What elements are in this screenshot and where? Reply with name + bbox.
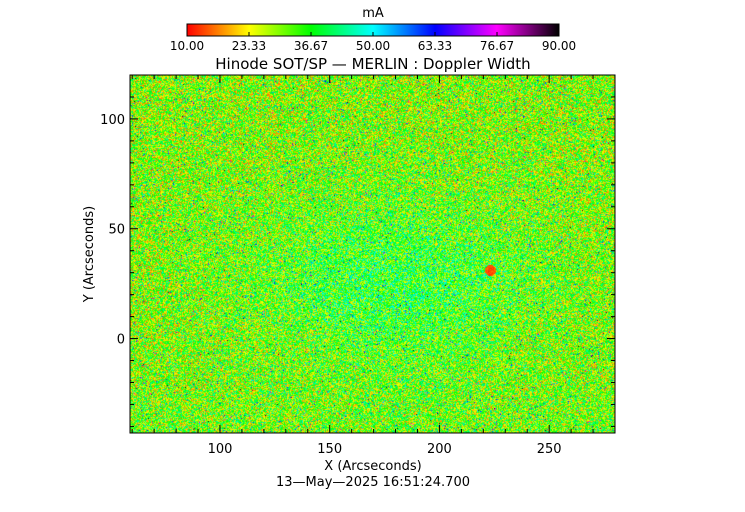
colorbar-tick-label: 76.67 [480,39,514,53]
colorbar-unit-label: mA [362,6,384,21]
y-axis: 0 50 100 [100,74,615,427]
colorbar [187,24,559,36]
heatmap-image [130,75,615,433]
x-tick-label: 100 [208,442,233,457]
y-axis-label: Y (Arcseconds) [82,206,97,303]
colorbar-gradient [187,24,559,36]
colorbar-tick-label: 63.33 [418,39,452,53]
plot-frame [129,74,616,434]
x-tick-label: 250 [537,442,562,457]
y-tick-label: 100 [100,113,125,128]
colorbar-tick-label: 90.00 [542,39,576,53]
chart-title: Hinode SOT/SP — MERLIN : Doppler Width [215,55,530,73]
colorbar-ticks: 10.00 23.33 36.67 50.00 63.33 76.67 90.00 [170,32,576,53]
colorbar-tick-label: 50.00 [356,39,390,53]
x-axis: 100 150 200 250 [131,75,616,457]
colorbar-tick-label: 23.33 [232,39,266,53]
x-tick-label: 200 [427,442,452,457]
colorbar-tick-label: 36.67 [294,39,328,53]
y-tick-label: 50 [108,223,125,238]
x-tick-label: 150 [317,442,342,457]
colorbar-tick-label: 10.00 [170,39,204,53]
timestamp: 13—May—2025 16:51:24.700 [276,475,470,490]
y-tick-label: 0 [117,333,125,348]
x-axis-label: X (Arcseconds) [324,459,421,474]
